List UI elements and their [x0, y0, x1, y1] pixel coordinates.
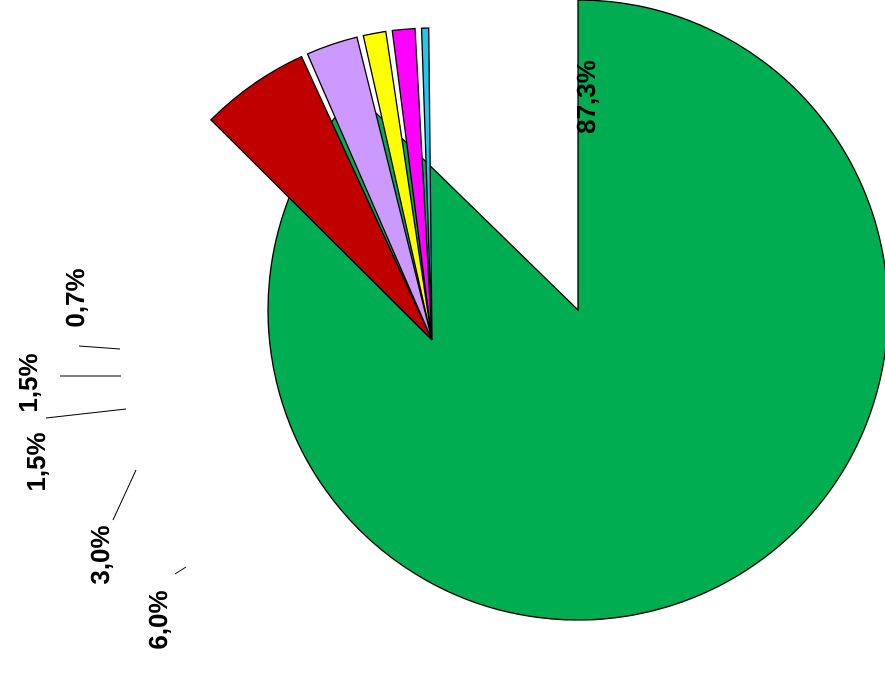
- pie-slice-0: [267, 0, 885, 621]
- leader-line-2: [112, 469, 137, 521]
- leader-line-3: [45, 408, 127, 419]
- data-label-2: 3,0%: [85, 525, 115, 584]
- data-label-4: 1,5%: [13, 353, 43, 412]
- pie-slice-5: [420, 27, 433, 341]
- data-label-3: 1,5%: [21, 432, 51, 491]
- pie-slice-2: [306, 36, 433, 341]
- pie-slice-3: [362, 30, 433, 341]
- pie-slices: [210, 0, 885, 621]
- leader-line-5: [78, 345, 121, 350]
- leader-line-1: [174, 566, 187, 575]
- pie-slice-1: [210, 55, 433, 341]
- label-leader-lines: [45, 345, 187, 575]
- data-label-1: 6,0%: [143, 590, 173, 649]
- data-label-5: 0,7%: [60, 268, 90, 327]
- pie-slice-4: [391, 27, 433, 341]
- data-labels: 87,3% 6,0% 3,0% 1,5% 1,5% 0,7%: [13, 60, 601, 650]
- data-label-0: 87,3%: [571, 60, 601, 134]
